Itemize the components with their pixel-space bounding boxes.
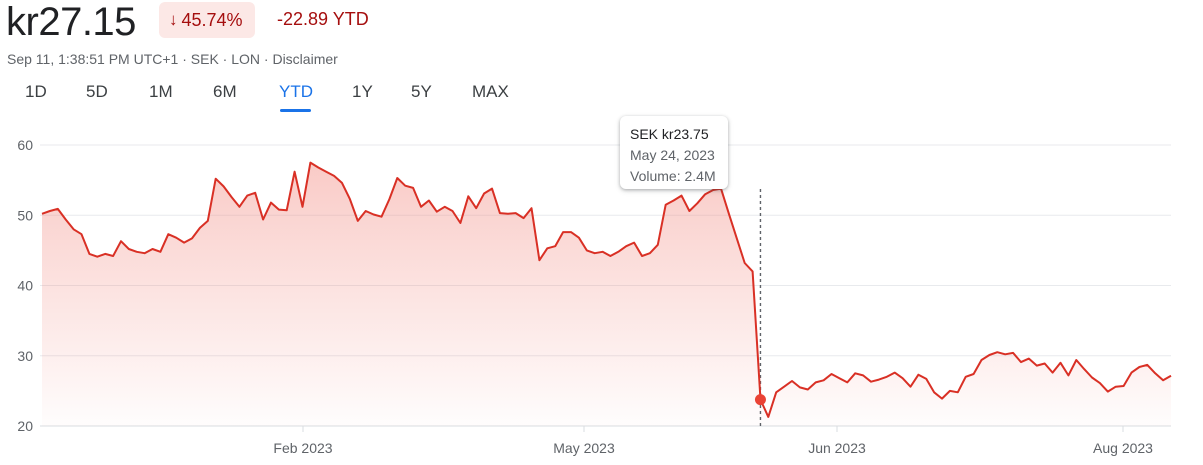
chart-tooltip: SEK kr23.75 May 24, 2023 Volume: 2.4M — [620, 116, 728, 189]
tooltip-volume: Volume: 2.4M — [630, 168, 716, 184]
arrow-down-icon: ↓ — [169, 10, 178, 29]
tab-5y[interactable]: 5Y — [411, 82, 432, 101]
x-tick-label: Feb 2023 — [273, 440, 332, 456]
tab-1m[interactable]: 1M — [149, 82, 173, 101]
x-axis: Feb 2023 May 2023 Jun 2023 Aug 2023 — [273, 426, 1153, 456]
y-axis: 20 30 40 50 60 — [17, 137, 33, 434]
price-area-fill — [42, 162, 1171, 426]
x-tick-label: Aug 2023 — [1093, 440, 1153, 456]
stock-price: kr27.15 — [6, 0, 136, 44]
y-tick-label: 60 — [17, 137, 33, 153]
tab-5d[interactable]: 5D — [86, 82, 108, 101]
x-tick-label: May 2023 — [553, 440, 615, 456]
price-line — [41, 161, 1172, 418]
tab-1d[interactable]: 1D — [25, 82, 47, 101]
tab-max[interactable]: MAX — [472, 82, 509, 101]
quote-meta: Sep 11, 1:38:51 PM UTC+1 · SEK · LON · D… — [7, 51, 338, 67]
change-percent: 45.74% — [181, 10, 243, 30]
change-percent-badge: ↓ 45.74% — [159, 2, 255, 38]
tab-6m[interactable]: 6M — [213, 82, 237, 101]
tab-ytd[interactable]: YTD — [279, 82, 313, 101]
y-tick-label: 30 — [17, 348, 33, 364]
y-tick-label: 50 — [17, 207, 33, 223]
change-ytd: -22.89 YTD — [277, 9, 369, 29]
tooltip-price: SEK kr23.75 — [630, 126, 709, 142]
y-tick-label: 20 — [17, 418, 33, 434]
active-tab-indicator — [280, 109, 311, 112]
y-tick-label: 40 — [17, 278, 33, 294]
hover-point — [754, 394, 766, 406]
x-tick-label: Jun 2023 — [808, 440, 866, 456]
tab-1y[interactable]: 1Y — [352, 82, 373, 101]
tooltip-date: May 24, 2023 — [630, 147, 715, 163]
